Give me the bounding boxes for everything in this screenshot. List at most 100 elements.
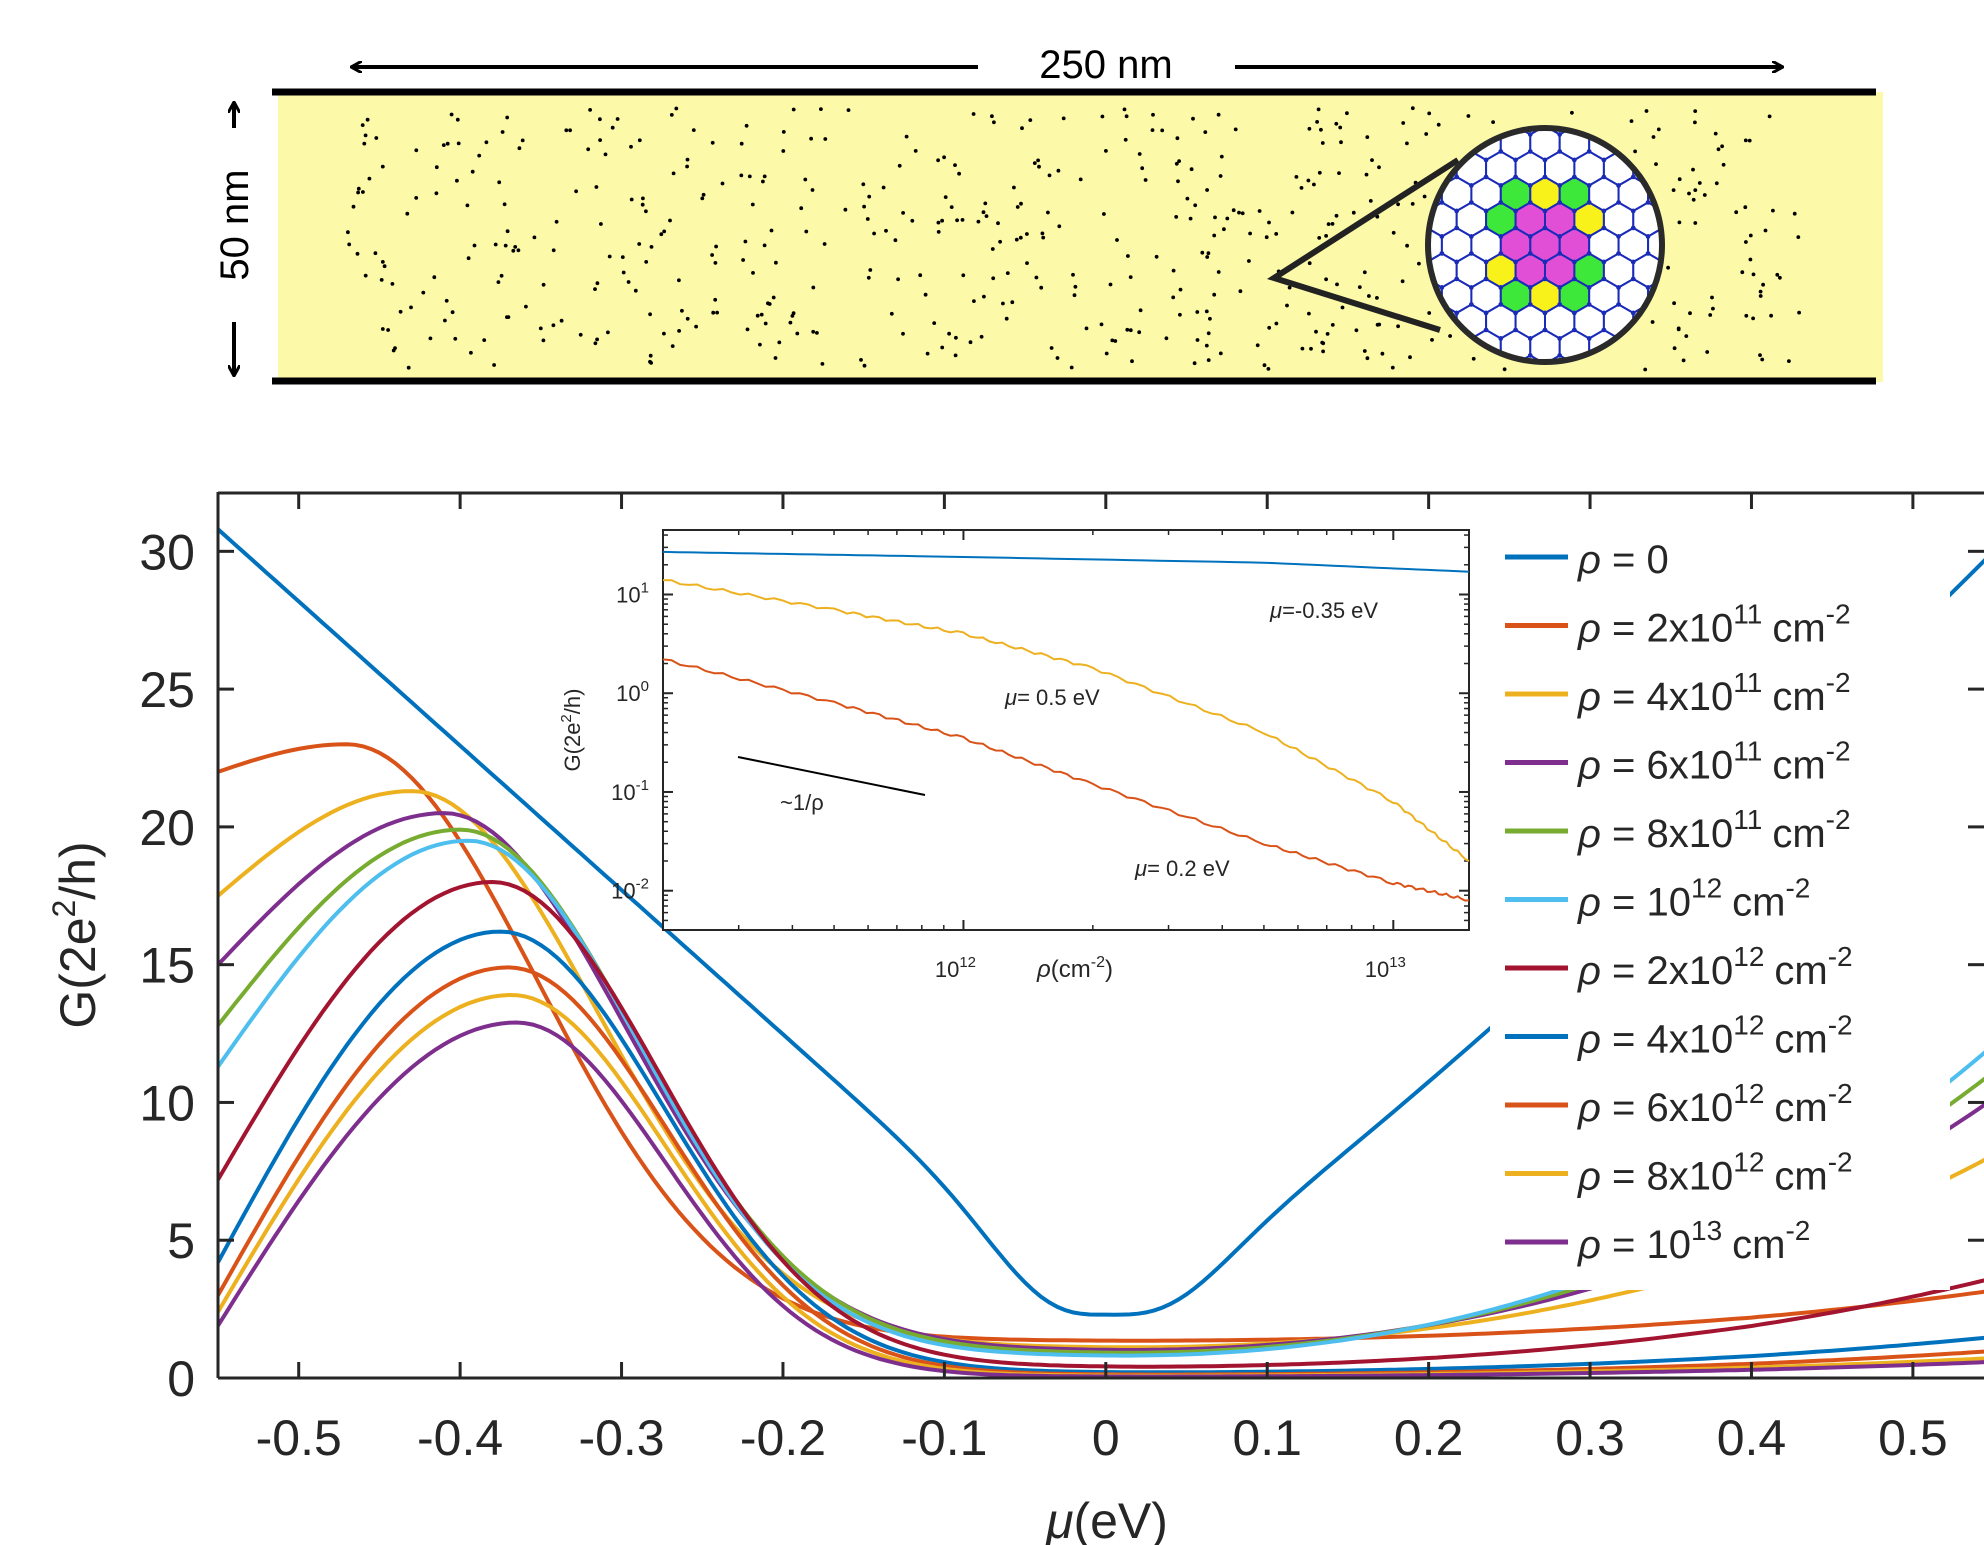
vacancy-dot	[671, 171, 676, 176]
zoom-callout-lines	[1266, 157, 1460, 333]
vacancy-dot	[901, 331, 905, 336]
vacancy-dot	[1677, 177, 1682, 182]
vacancy-dot	[428, 336, 433, 341]
lattice-atom	[1616, 285, 1621, 290]
vacancy-dot	[360, 123, 365, 127]
vacancy-dot	[942, 155, 946, 160]
vacancy-dot	[1427, 111, 1432, 116]
vacancy-dot	[971, 112, 976, 116]
vacancy-dot	[374, 136, 379, 140]
inset-chart: 1012 1013 101 100 10-1 10-2 μ=-0.35 eV μ= 0.5 …	[558, 529, 1470, 983]
lattice-atom	[1528, 132, 1533, 137]
vacancy-dot	[769, 228, 774, 233]
vacancy-dot	[1417, 261, 1421, 266]
inset-y-axis-label: G(2e2/h)	[558, 689, 585, 772]
vacancy-dot	[954, 335, 958, 340]
vacancy-dot	[1299, 186, 1304, 190]
vacancy-dot	[1324, 277, 1328, 282]
legend-entry: ρ = 1012 cm-2	[1577, 873, 1810, 925]
vacancy-dot	[1188, 216, 1193, 221]
vacancy-dot	[595, 281, 600, 286]
inset-series-label: μ=-0.35 eV	[1269, 598, 1378, 623]
vacancy-dot	[1046, 210, 1050, 215]
vacancy-dot	[574, 189, 578, 194]
vacancy-dot	[1693, 120, 1697, 125]
lattice-atom	[1601, 310, 1607, 316]
vacancy-dot	[1748, 257, 1753, 262]
lattice-atom	[1469, 200, 1474, 205]
vacancy-dot	[1684, 334, 1689, 338]
vacancy-dot	[1309, 346, 1313, 351]
vacancy-dot	[1436, 122, 1441, 127]
lattice-atom	[1542, 327, 1548, 333]
vacancy-dot	[629, 144, 633, 149]
lattice-atom	[1528, 200, 1533, 205]
main-axes: -0.5 -0.4 -0.3 -0.2 -0.1 0 0.1 0.2 0.3 0.4 0.5 0 5 10…	[139, 491, 1984, 1466]
vacancy-dot	[1748, 233, 1753, 238]
vacancy-dot	[955, 218, 959, 223]
vacancy-dot	[367, 176, 372, 181]
vacancy-dot	[1124, 114, 1129, 119]
lattice-atom	[1631, 208, 1636, 214]
vacancy-dot	[979, 334, 984, 339]
vacancy-dot	[910, 218, 915, 223]
vacancy-dot	[810, 188, 815, 192]
vacancy-dot	[1448, 334, 1452, 338]
vacancy-dot	[644, 260, 649, 264]
vacancy-dot	[694, 324, 698, 329]
vacancy-dot	[1405, 243, 1409, 248]
vacancy-dot	[766, 301, 770, 306]
lattice-atom	[1483, 157, 1489, 163]
vacancy-dot	[1335, 282, 1339, 287]
lattice-atom	[1557, 353, 1562, 358]
vacancy-dot	[453, 336, 458, 341]
vacancy-dot	[1178, 287, 1183, 292]
lattice-atom	[1483, 259, 1489, 265]
vacancy-dot	[621, 270, 626, 275]
lattice-atom	[1557, 302, 1562, 307]
vacancy-dot	[456, 141, 461, 146]
vacancy-dot	[1377, 165, 1381, 170]
lattice-atom	[1586, 251, 1592, 256]
lattice-atom	[1645, 251, 1651, 256]
main-x-tick-label: 0.1	[1232, 1410, 1302, 1466]
vacancy-dot	[884, 228, 888, 233]
vacancy-dot	[513, 245, 518, 249]
vacancy-dot	[1334, 121, 1339, 126]
vacancy-dot	[505, 115, 510, 120]
vacancy-dot	[1743, 138, 1748, 143]
vacancy-dot	[606, 330, 610, 335]
lattice-atom	[1454, 174, 1459, 180]
lattice-atom	[1572, 259, 1577, 265]
vacancy-dot	[1751, 316, 1755, 321]
vacancy-dot	[1208, 316, 1212, 321]
vacancy-dot	[1213, 215, 1217, 220]
lattice-atom	[1513, 208, 1518, 214]
vacancy-dot	[761, 179, 765, 184]
lattice-atom	[1483, 174, 1489, 180]
vacancy-dot	[1206, 358, 1211, 362]
main-y-tick-label: 0	[167, 1351, 195, 1407]
lattice-atom	[1528, 336, 1533, 341]
vacancy-dot	[867, 194, 872, 199]
vacancy-dot	[743, 239, 748, 244]
vacancy-dot	[918, 273, 923, 278]
vacancy-dot	[1104, 149, 1108, 153]
vacancy-dot	[861, 182, 866, 187]
vacancy-dot	[620, 255, 625, 259]
lattice-atom	[1513, 259, 1518, 265]
vacancy-dot	[1338, 125, 1343, 130]
vacancy-dot	[1056, 168, 1061, 173]
vacancy-dot	[1778, 275, 1782, 280]
vacancy-dot	[484, 140, 489, 145]
inset-y-tick-label: 10-1	[611, 777, 649, 805]
lattice-atom	[1601, 174, 1607, 180]
lattice-atom	[1572, 327, 1577, 333]
lattice-atom	[1631, 310, 1636, 316]
legend-entry: ρ = 0	[1577, 538, 1669, 582]
vacancy-dot	[771, 295, 776, 300]
vacancy-dot	[1671, 188, 1676, 193]
vacancy-dot	[1018, 235, 1023, 240]
vacancy-dot	[936, 220, 941, 225]
legend-box	[1490, 520, 1950, 1290]
